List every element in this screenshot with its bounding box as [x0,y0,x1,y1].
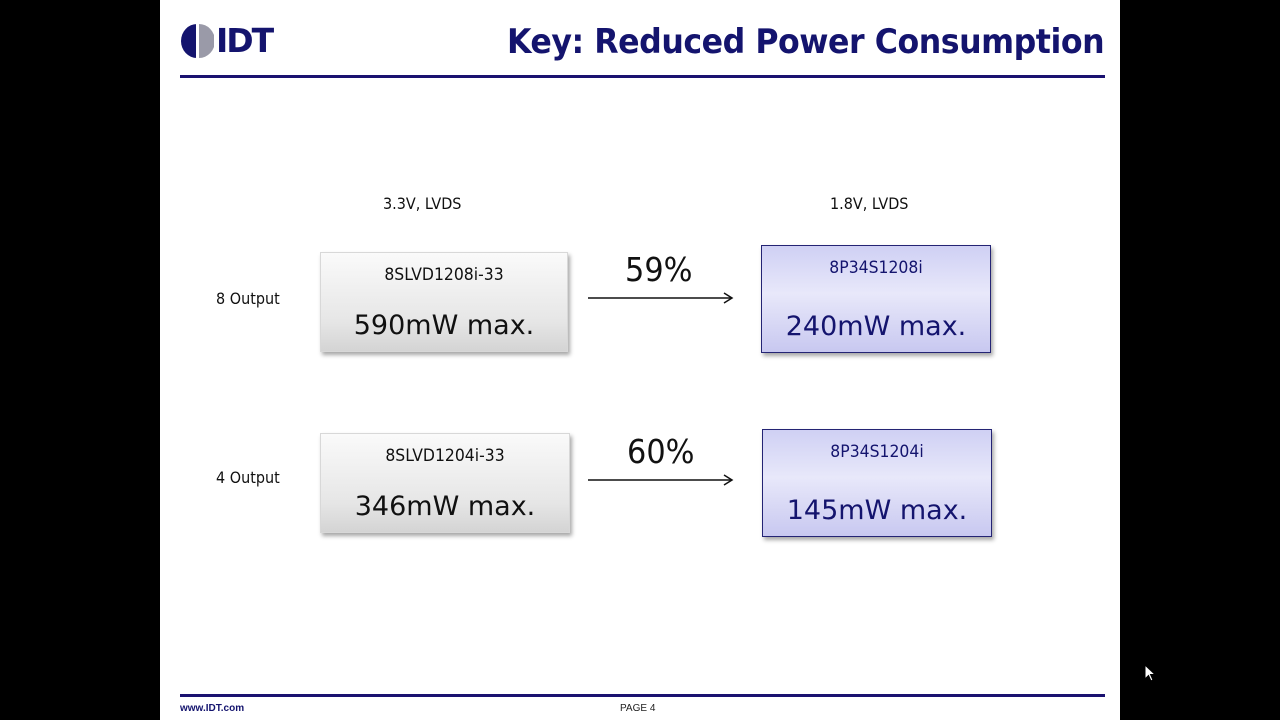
slide: IDT Key: Reduced Power Consumption 3.3V,… [160,0,1120,720]
new-part-number: 8P34S1208i [829,258,923,278]
old-power-value: 590mW max. [353,310,535,341]
logo-text: IDT [216,21,274,60]
old-part-number: 8SLVD1208i-33 [384,265,504,285]
new-part-box-4-output: 8P34S1204i 145mW max. [762,429,992,537]
idt-logo-mark-icon [181,23,214,59]
new-power-value: 240mW max. [785,311,967,342]
idt-logo: IDT [180,21,274,60]
mouse-cursor-icon [1144,664,1157,682]
old-part-box-8-output: 8SLVD1208i-33 590mW max. [320,252,568,352]
row-label-4-output: 4 Output [216,468,280,487]
old-part-number: 8SLVD1204i-33 [385,446,505,466]
footer-divider [180,694,1105,697]
row-label-8-output: 8 Output [216,289,280,308]
left-column-header: 3.3V, LVDS [383,194,462,213]
page-number: PAGE 4 [620,703,656,714]
reduction-percent-4-output: 60% [627,432,695,471]
header-divider [180,75,1105,78]
right-column-header: 1.8V, LVDS [830,194,909,213]
reduction-percent-8-output: 59% [625,250,693,289]
footer-url: www.IDT.com [180,703,245,714]
old-part-box-4-output: 8SLVD1204i-33 346mW max. [320,433,570,533]
new-part-number: 8P34S1204i [830,442,924,462]
arrow-right-icon [588,292,734,304]
new-part-box-8-output: 8P34S1208i 240mW max. [761,245,991,353]
old-power-value: 346mW max. [354,491,536,522]
arrow-right-icon [588,474,734,486]
new-power-value: 145mW max. [786,495,968,526]
slide-title: Key: Reduced Power Consumption [506,22,1105,62]
